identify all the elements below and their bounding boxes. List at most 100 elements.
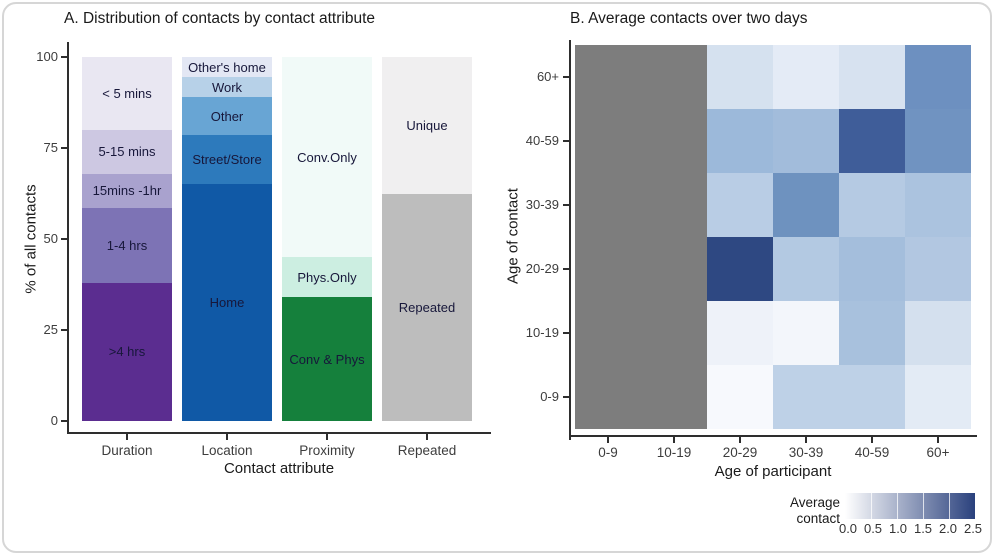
legend-colorbar-tick	[923, 493, 924, 519]
panel-a-y-axis-line	[67, 42, 69, 434]
panel-b-y-tick-label: 40-59	[525, 133, 559, 148]
bar-segment-label: >4 hrs	[108, 344, 146, 360]
bar-segment-label: Other's home	[188, 59, 266, 75]
legend-tick-label: 1.5	[913, 521, 933, 536]
panel-a-y-tick-label: 50	[43, 231, 58, 246]
panel-b-x-tick	[805, 437, 807, 443]
panel-b-x-tick-label: 60+	[926, 445, 950, 460]
bar-segment: Unique	[382, 57, 472, 194]
bar-segment-label: 5-15 mins	[98, 144, 156, 160]
heatmap-cell-0-9-20-29	[707, 365, 773, 429]
heatmap-cell-30-39-40-59	[839, 173, 905, 237]
heatmap-cell-60+-30-39	[773, 45, 839, 109]
bar-location: Home Street/Store Other Work Other's home	[182, 57, 272, 421]
heatmap-cell-40-59-20-29	[707, 109, 773, 173]
bar-segment: Other	[182, 97, 272, 136]
panel-a-x-tick	[126, 434, 128, 440]
heatmap-cell-30-39-10-19	[641, 173, 707, 237]
panel-a-x-tick	[426, 434, 428, 440]
legend-colorbar-tick	[897, 493, 898, 519]
bar-segment-label: Phys.Only	[297, 269, 357, 285]
panel-b-x-tick-label: 20-29	[722, 445, 758, 460]
heatmap-cell-30-39-20-29	[707, 173, 773, 237]
legend-tick-label: 1.0	[888, 521, 908, 536]
bar-segment-label: < 5 mins	[102, 85, 152, 101]
panel-a-plot-area: >4 hrs 1-4 hrs 15mins -1hr 5-15 mins < 5 min…	[69, 57, 489, 421]
legend-colorbar-tick	[871, 493, 872, 519]
panel-b-x-tick	[871, 437, 873, 443]
panel-b-x-tick-label: 0-9	[598, 445, 618, 460]
heatmap-cell-0-9-40-59	[839, 365, 905, 429]
legend-colorbar-tick	[949, 493, 950, 519]
panel-a-y-tick-label: 75	[43, 140, 58, 155]
panel-a-x-tick	[326, 434, 328, 440]
bar-repeated: Repeated Unique	[382, 57, 472, 421]
bar-segment: Work	[182, 77, 272, 98]
heatmap-cell-30-39-0-9	[575, 173, 641, 237]
legend-tick-label: 2.5	[963, 521, 983, 536]
panel-a-x-tick-label: Duration	[101, 443, 153, 458]
legend-title: Average contact	[735, 495, 840, 527]
panel-b-title: B. Average contacts over two days	[570, 10, 808, 27]
panel-b-x-tick	[739, 437, 741, 443]
legend-tick-label: 2.0	[938, 521, 958, 536]
panel-b-x-axis-line	[569, 435, 977, 437]
heatmap-cell-20-29-0-9	[575, 237, 641, 301]
heatmap-cell-40-59-0-9	[575, 109, 641, 173]
heatmap-cell-20-29-20-29	[707, 237, 773, 301]
legend-tick-label: 0.5	[863, 521, 883, 536]
panel-a-x-tick-label: Location	[201, 443, 253, 458]
bar-segment-label: 15mins -1hr	[92, 183, 162, 199]
panel-b-y-tick-label: 10-19	[525, 325, 559, 340]
panel-a-x-tick-label: Repeated	[397, 443, 457, 458]
bar-segment-label: Conv.Only	[297, 149, 357, 165]
bar-segment-label: Street/Store	[192, 152, 262, 168]
panel-a-y-tick	[61, 238, 67, 240]
heatmap-cell-10-19-40-59	[839, 301, 905, 365]
heatmap-cell-40-59-10-19	[641, 109, 707, 173]
bar-proximity: Conv & Phys Phys.Only Conv.Only	[282, 57, 372, 421]
panel-b-y-tick-label: 0-9	[540, 389, 559, 404]
panel-a-x-tick-label: Proximity	[299, 443, 355, 458]
heatmap-cell-0-9-0-9	[575, 365, 641, 429]
bar-segment: Other's home	[182, 57, 272, 78]
legend-colorbar	[845, 493, 975, 519]
bar-segment-label: 1-4 hrs	[106, 237, 148, 253]
panel-b-heatmap	[575, 45, 971, 429]
heatmap-cell-20-29-40-59	[839, 237, 905, 301]
panel-b-x-tick-label: 10-19	[656, 445, 692, 460]
panel-b-y-tick-label: 60+	[536, 69, 559, 84]
heatmap-cell-40-59-30-39	[773, 109, 839, 173]
bar-segment-label: Repeated	[398, 299, 456, 315]
bar-duration: >4 hrs 1-4 hrs 15mins -1hr 5-15 mins < 5 min…	[82, 57, 172, 421]
heatmap-cell-60+-0-9	[575, 45, 641, 109]
bar-segment: >4 hrs	[82, 282, 172, 421]
heatmap-cell-0-9-60+	[905, 365, 971, 429]
panel-b-y-tick-label: 20-29	[525, 261, 559, 276]
panel-b-x-tick-label: 30-39	[788, 445, 824, 460]
panel-b-x-tick-label: 40-59	[854, 445, 890, 460]
bar-segment-label: Unique	[406, 117, 448, 133]
panel-a-x-axis-line	[67, 432, 491, 434]
panel-b-x-tick	[937, 437, 939, 443]
bar-segment: Conv.Only	[282, 57, 372, 258]
panel-b-y-tick	[563, 268, 569, 270]
heatmap-cell-10-19-0-9	[575, 301, 641, 365]
bar-segment-label: Home	[209, 295, 245, 311]
panel-a-x-tick	[226, 434, 228, 440]
heatmap-cell-0-9-10-19	[641, 365, 707, 429]
panel-a-y-tick-label: 25	[43, 322, 58, 337]
panel-a-y-tick	[61, 56, 67, 58]
bar-segment-label: Work	[211, 79, 243, 95]
bar-segment-label: Other	[210, 108, 244, 124]
panel-b-y-axis-line	[569, 40, 571, 440]
heatmap-cell-40-59-40-59	[839, 109, 905, 173]
bar-segment: 15mins -1hr	[82, 173, 172, 209]
panel-a-x-axis-title: Contact attribute	[223, 460, 335, 477]
panel-b-x-tick	[607, 437, 609, 443]
legend-tick-label: 0.0	[838, 521, 858, 536]
panel-a-y-tick	[61, 329, 67, 331]
panel-a-y-tick-label: 100	[36, 49, 58, 64]
panel-b-y-tick	[563, 76, 569, 78]
